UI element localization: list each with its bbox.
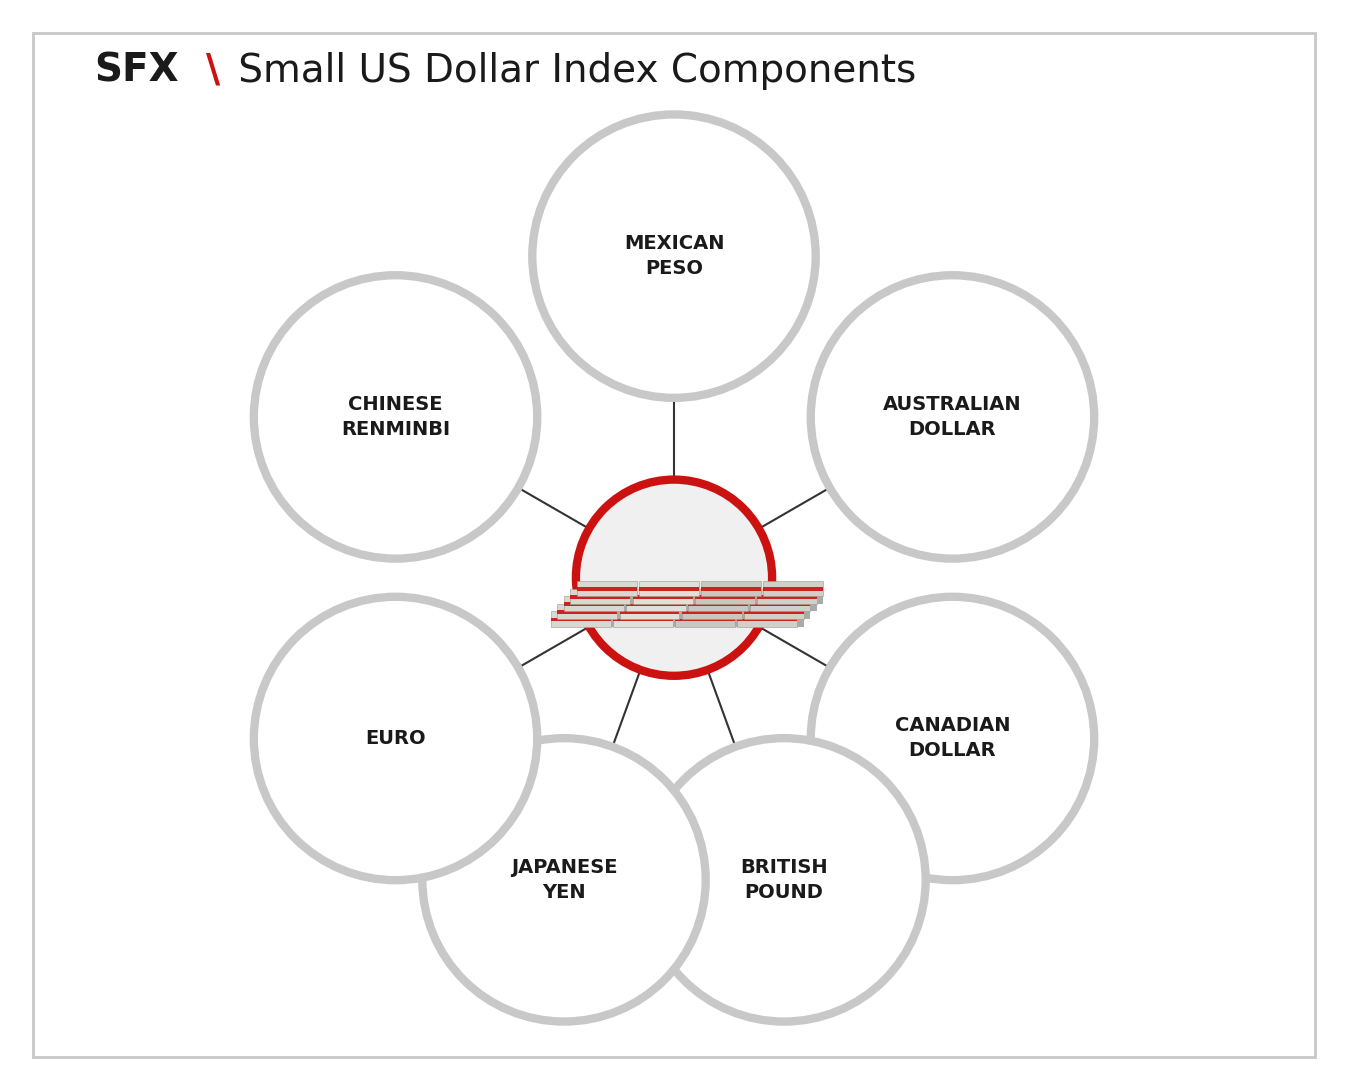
FancyBboxPatch shape [673,611,679,627]
FancyBboxPatch shape [611,611,617,627]
Circle shape [642,738,926,1021]
FancyBboxPatch shape [741,604,748,619]
FancyBboxPatch shape [639,588,700,591]
FancyBboxPatch shape [675,611,735,627]
FancyBboxPatch shape [735,611,741,627]
FancyBboxPatch shape [744,610,803,614]
Circle shape [576,480,772,676]
Circle shape [422,738,706,1021]
FancyBboxPatch shape [617,604,624,619]
FancyBboxPatch shape [744,604,803,619]
FancyBboxPatch shape [755,589,762,604]
FancyBboxPatch shape [810,596,817,611]
FancyBboxPatch shape [632,595,693,598]
FancyBboxPatch shape [570,595,631,598]
FancyBboxPatch shape [686,596,693,611]
FancyBboxPatch shape [756,595,817,598]
FancyBboxPatch shape [756,589,817,604]
Text: JAPANESE
YEN: JAPANESE YEN [511,858,617,901]
FancyBboxPatch shape [701,581,762,596]
FancyBboxPatch shape [563,603,624,606]
FancyBboxPatch shape [625,603,686,606]
FancyBboxPatch shape [577,581,638,596]
FancyBboxPatch shape [751,596,810,611]
Text: CHINESE
RENMINBI: CHINESE RENMINBI [341,395,450,439]
Text: AUSTRALIAN
DOLLAR: AUSTRALIAN DOLLAR [883,395,1022,439]
FancyBboxPatch shape [613,611,673,627]
FancyBboxPatch shape [570,589,631,604]
FancyBboxPatch shape [817,589,824,604]
FancyBboxPatch shape [557,610,617,614]
FancyBboxPatch shape [689,603,748,606]
FancyBboxPatch shape [751,603,810,606]
FancyBboxPatch shape [32,33,1316,1057]
FancyBboxPatch shape [551,618,611,621]
FancyBboxPatch shape [748,596,755,611]
FancyBboxPatch shape [563,596,624,611]
Text: MEXICAN
PESO: MEXICAN PESO [624,234,724,278]
FancyBboxPatch shape [675,618,735,621]
FancyBboxPatch shape [737,618,797,621]
FancyBboxPatch shape [624,596,631,611]
FancyBboxPatch shape [577,588,638,591]
FancyBboxPatch shape [551,611,611,627]
Text: Small US Dollar Index Components: Small US Dollar Index Components [226,52,917,89]
Text: EURO: EURO [365,729,426,748]
Text: SFX: SFX [94,52,179,89]
FancyBboxPatch shape [701,588,762,591]
Circle shape [532,114,816,398]
FancyBboxPatch shape [620,610,679,614]
FancyBboxPatch shape [625,596,686,611]
FancyBboxPatch shape [737,611,797,627]
FancyBboxPatch shape [693,589,700,604]
FancyBboxPatch shape [803,604,810,619]
FancyBboxPatch shape [763,581,824,596]
FancyBboxPatch shape [639,581,700,596]
Circle shape [253,596,538,881]
FancyBboxPatch shape [679,604,686,619]
FancyBboxPatch shape [694,589,755,604]
FancyBboxPatch shape [689,596,748,611]
Text: \: \ [206,52,221,89]
Text: CANADIAN
DOLLAR: CANADIAN DOLLAR [895,716,1010,761]
FancyBboxPatch shape [694,595,755,598]
FancyBboxPatch shape [797,611,803,627]
Circle shape [253,275,538,559]
Circle shape [810,275,1095,559]
FancyBboxPatch shape [763,588,824,591]
Circle shape [810,596,1095,881]
FancyBboxPatch shape [557,604,617,619]
FancyBboxPatch shape [613,618,673,621]
FancyBboxPatch shape [682,604,741,619]
FancyBboxPatch shape [632,589,693,604]
FancyBboxPatch shape [682,610,741,614]
Text: BRITISH
POUND: BRITISH POUND [740,858,828,901]
FancyBboxPatch shape [620,604,679,619]
FancyBboxPatch shape [631,589,638,604]
